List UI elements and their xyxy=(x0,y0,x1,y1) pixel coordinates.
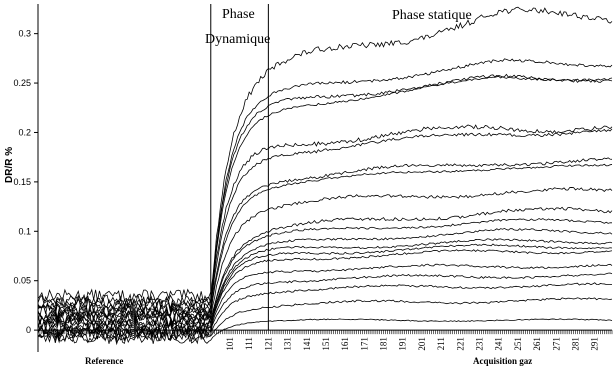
x-tick-label: 251 xyxy=(513,337,523,351)
x-tick-label: 101 xyxy=(225,337,235,351)
x-tick-label: 111 xyxy=(244,337,254,350)
x-tick-label: 271 xyxy=(551,337,561,351)
x-tick-label: 151 xyxy=(321,337,331,351)
x-tick-label: 141 xyxy=(302,337,312,351)
x-tick-label: 161 xyxy=(340,337,350,351)
series-line xyxy=(37,272,613,340)
x-tick-label: 191 xyxy=(398,337,408,351)
series-line xyxy=(38,243,613,334)
y-tick-label: 0.05 xyxy=(13,276,31,286)
x-tick-label: 131 xyxy=(283,337,293,351)
series-line xyxy=(37,206,613,326)
x-tick-label: 261 xyxy=(532,337,542,351)
x-tick-label: 221 xyxy=(455,337,465,351)
y-axis-title: DR/R % xyxy=(4,147,15,183)
series-line xyxy=(37,75,613,313)
x-tick-label: 201 xyxy=(417,337,427,351)
series-line xyxy=(37,238,613,331)
y-tick-label: 0.25 xyxy=(13,78,31,88)
x-tick-label: 241 xyxy=(494,337,504,351)
y-tick-label: 0 xyxy=(26,325,31,335)
acquisition-label: Acquisition gaz xyxy=(473,356,532,366)
series-line xyxy=(37,282,613,341)
y-tick-label: 0.3 xyxy=(18,29,31,39)
series-line xyxy=(37,157,613,319)
x-tick-label: 211 xyxy=(436,337,446,350)
axes-group: 0 0.05 0.1 0.15 0.2 0.25 0.3 101 111 121 131 141 151… xyxy=(13,4,613,352)
series-line xyxy=(37,163,613,322)
y-tick-label: 0.15 xyxy=(13,177,31,187)
series-line xyxy=(37,124,613,316)
series-group xyxy=(37,6,613,346)
labels-group: Phase Dynamique Phase statique DR/R % Re… xyxy=(4,7,532,366)
series-line xyxy=(37,318,613,346)
reference-label: Reference xyxy=(85,356,123,366)
series-line xyxy=(37,218,613,327)
static-label: Phase statique xyxy=(392,8,472,23)
series-line xyxy=(37,58,613,308)
x-tick-label: 181 xyxy=(379,337,389,351)
x-tick-label: 291 xyxy=(590,337,600,351)
x-tick-label: 231 xyxy=(475,337,485,351)
series-line xyxy=(37,187,613,324)
y-tick-label: 0.1 xyxy=(18,226,31,236)
x-tick-label: 121 xyxy=(263,337,273,351)
x-tick-label: 281 xyxy=(571,337,581,351)
series-line xyxy=(37,128,613,318)
series-line xyxy=(37,263,613,338)
dynamic-label: Dynamique xyxy=(205,32,270,47)
series-line xyxy=(37,6,613,303)
series-line xyxy=(37,249,613,336)
phase-label: Phase xyxy=(222,7,255,22)
series-line xyxy=(37,297,613,343)
x-tick-label: 171 xyxy=(359,337,369,351)
y-tick-label: 0.2 xyxy=(18,127,31,137)
series-line xyxy=(37,73,613,310)
series-line xyxy=(37,227,613,330)
